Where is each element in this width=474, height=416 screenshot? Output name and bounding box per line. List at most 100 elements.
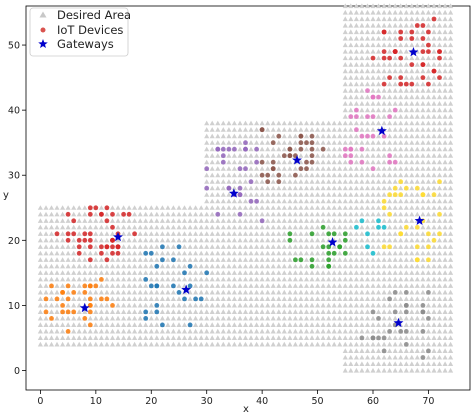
desired-area-point bbox=[198, 270, 204, 275]
desired-area-point bbox=[270, 185, 276, 191]
desired-area-point bbox=[132, 270, 138, 275]
desired-area-point bbox=[71, 328, 77, 334]
desired-area-point bbox=[159, 205, 165, 210]
desired-area-point bbox=[71, 263, 77, 269]
iot-device-point bbox=[176, 290, 182, 295]
desired-area-point bbox=[254, 133, 260, 139]
desired-area-point bbox=[143, 302, 149, 308]
desired-area-point bbox=[276, 237, 282, 243]
iot-device-point bbox=[331, 231, 337, 237]
desired-area-point bbox=[409, 270, 415, 275]
desired-area-point bbox=[359, 3, 365, 9]
desired-area-point bbox=[292, 335, 298, 340]
plot-frame bbox=[25, 5, 471, 391]
desired-area-point bbox=[87, 270, 93, 275]
desired-area-point bbox=[442, 354, 448, 360]
desired-area-point bbox=[353, 328, 359, 334]
desired-area-point bbox=[442, 224, 448, 230]
desired-area-point bbox=[359, 166, 365, 171]
desired-area-point bbox=[104, 328, 110, 334]
desired-area-point bbox=[193, 211, 199, 217]
desired-area-point bbox=[448, 55, 454, 61]
desired-area-point bbox=[281, 224, 287, 230]
desired-area-point bbox=[132, 276, 138, 282]
desired-area-point bbox=[204, 302, 210, 308]
desired-area-point bbox=[242, 244, 249, 249]
desired-area-point bbox=[370, 348, 376, 353]
desired-area-point bbox=[265, 263, 271, 269]
desired-area-point bbox=[414, 315, 420, 321]
desired-area-point bbox=[387, 62, 393, 67]
desired-area-point bbox=[87, 276, 93, 282]
desired-area-point bbox=[104, 237, 110, 243]
desired-area-point bbox=[287, 335, 293, 340]
desired-area-point bbox=[76, 335, 82, 340]
desired-area-point bbox=[276, 140, 282, 145]
desired-area-point bbox=[337, 153, 343, 158]
desired-area-point bbox=[220, 198, 226, 204]
desired-area-point bbox=[303, 270, 310, 275]
desired-area-point bbox=[448, 270, 454, 275]
desired-area-point bbox=[132, 322, 138, 327]
desired-area-point bbox=[381, 22, 387, 28]
desired-area-point bbox=[337, 322, 343, 327]
desired-area-point bbox=[165, 335, 171, 340]
desired-area-point bbox=[254, 127, 260, 132]
desired-area-point bbox=[148, 218, 154, 223]
desired-area-point bbox=[209, 166, 215, 171]
desired-area-point bbox=[254, 140, 260, 145]
desired-area-point bbox=[265, 328, 271, 334]
desired-area-point bbox=[209, 205, 215, 210]
desired-area-point bbox=[342, 348, 348, 353]
desired-area-point bbox=[231, 133, 237, 139]
desired-area-point bbox=[442, 68, 448, 74]
desired-area-point bbox=[298, 335, 304, 340]
desired-area-point bbox=[420, 42, 426, 48]
desired-area-point bbox=[364, 9, 371, 15]
desired-area-point bbox=[109, 315, 116, 321]
desired-area-point bbox=[375, 341, 382, 347]
desired-area-point bbox=[254, 335, 260, 340]
desired-area-point bbox=[48, 341, 55, 347]
iot-device-point bbox=[226, 185, 232, 191]
desired-area-point bbox=[71, 244, 77, 249]
desired-area-point bbox=[387, 361, 393, 366]
desired-area-point bbox=[387, 283, 393, 288]
desired-area-point bbox=[409, 120, 415, 126]
desired-area-point bbox=[292, 185, 298, 191]
desired-area-point bbox=[93, 276, 99, 282]
desired-area-point bbox=[398, 237, 404, 243]
desired-area-point bbox=[170, 263, 176, 269]
iot-device-point bbox=[381, 55, 387, 61]
desired-area-point bbox=[364, 276, 371, 282]
desired-area-point bbox=[292, 166, 298, 171]
desired-area-point bbox=[375, 101, 382, 106]
desired-area-point bbox=[337, 250, 343, 256]
desired-area-point bbox=[420, 29, 426, 35]
iot-device-point bbox=[87, 296, 93, 302]
desired-area-point bbox=[220, 211, 226, 217]
desired-area-point bbox=[237, 224, 243, 230]
desired-area-point bbox=[425, 62, 431, 67]
desired-area-point bbox=[353, 120, 359, 126]
desired-area-point bbox=[309, 328, 315, 334]
desired-area-point bbox=[132, 302, 138, 308]
desired-area-point bbox=[193, 244, 199, 249]
desired-area-point bbox=[398, 354, 404, 360]
desired-area-point bbox=[126, 315, 132, 321]
desired-area-point bbox=[60, 205, 66, 210]
desired-area-point bbox=[359, 101, 365, 106]
desired-area-point bbox=[381, 3, 387, 9]
desired-area-point bbox=[226, 341, 232, 347]
desired-area-point bbox=[115, 257, 121, 262]
desired-area-point bbox=[420, 270, 426, 275]
desired-area-point bbox=[287, 224, 293, 230]
desired-area-point bbox=[342, 75, 348, 80]
desired-area-point bbox=[298, 224, 304, 230]
desired-area-point bbox=[353, 283, 359, 288]
iot-device-point bbox=[115, 250, 121, 256]
desired-area-point bbox=[370, 270, 376, 275]
desired-area-point bbox=[398, 133, 404, 139]
iot-device-point bbox=[82, 290, 88, 295]
desired-area-point bbox=[414, 367, 420, 373]
